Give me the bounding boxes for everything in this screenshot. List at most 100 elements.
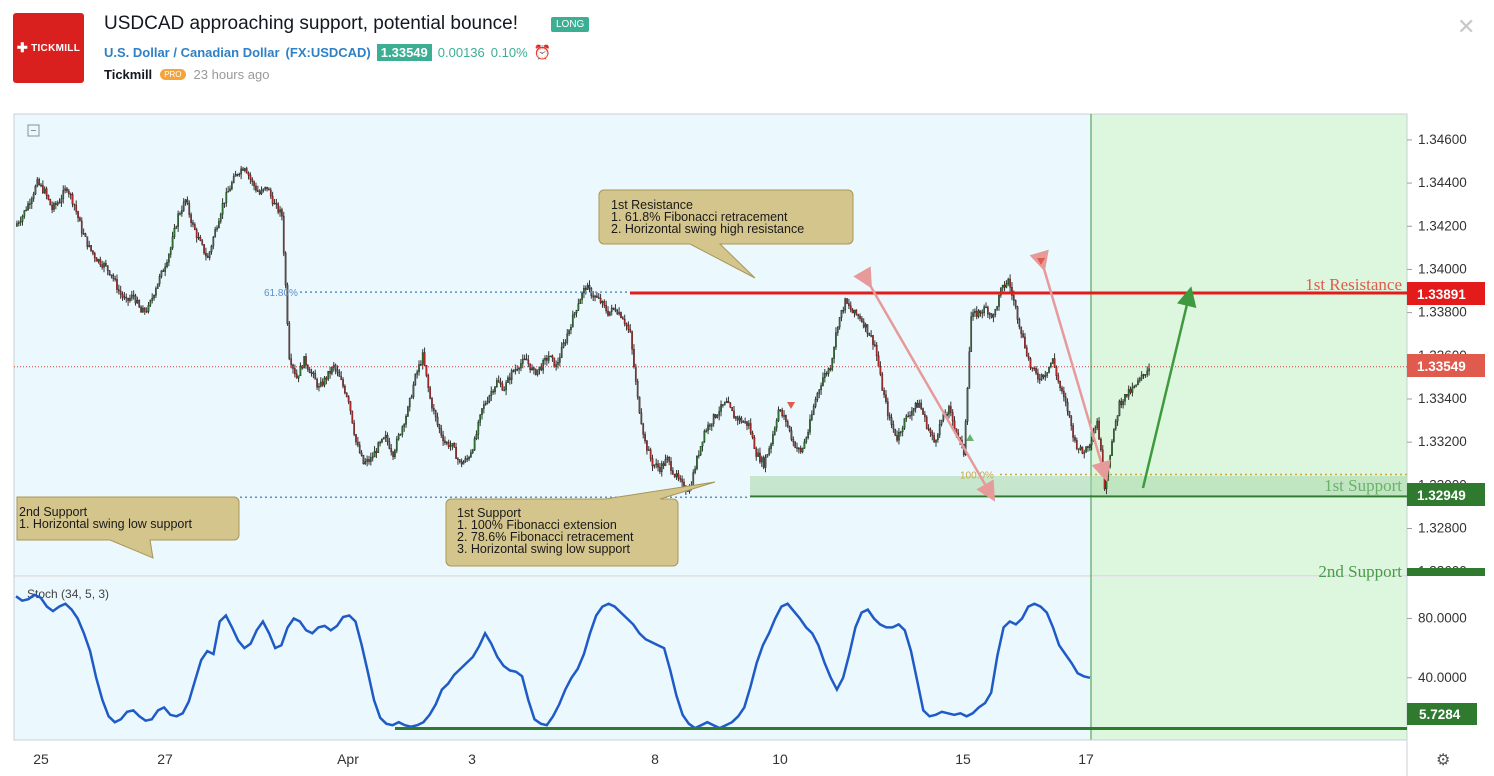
- candle-body: [345, 392, 348, 397]
- candle-body: [197, 237, 200, 239]
- candle-body: [331, 367, 333, 374]
- price-label-resistance: 1.33891: [1407, 282, 1485, 305]
- candle-body: [722, 404, 724, 406]
- candle-body: [218, 221, 220, 229]
- candle-body: [219, 214, 222, 222]
- candle-body: [518, 367, 520, 370]
- candle-body: [718, 411, 721, 416]
- candle-body: [471, 449, 474, 453]
- candle-body: [117, 289, 120, 292]
- candle-body: [1051, 358, 1054, 364]
- candle-body: [794, 441, 797, 448]
- candle-body: [901, 428, 904, 433]
- candle-body: [781, 409, 784, 416]
- candle-body: [840, 310, 843, 318]
- candle-body: [818, 389, 821, 394]
- candle-body: [216, 227, 218, 230]
- candle-body: [525, 358, 528, 361]
- candle-body: [625, 323, 628, 326]
- candle-body: [1140, 374, 1143, 379]
- candle-body: [371, 456, 374, 459]
- candle-body: [894, 428, 897, 436]
- candle-body: [1088, 444, 1091, 448]
- candle-body: [80, 220, 83, 234]
- candle-body: [912, 408, 915, 412]
- candle-body: [266, 186, 268, 190]
- candle-body: [186, 199, 189, 204]
- collapse-pane-icon[interactable]: [27, 124, 40, 137]
- candle-body: [268, 188, 270, 191]
- candle-body: [927, 428, 930, 430]
- candle-body: [1087, 446, 1089, 448]
- candle-body: [729, 402, 732, 408]
- candle-body: [69, 193, 72, 196]
- symbol-code-link[interactable]: (FX:USDCAD): [285, 45, 371, 60]
- candle-body: [1003, 284, 1006, 288]
- candle-body: [1037, 372, 1039, 380]
- candle-body: [86, 236, 89, 247]
- candle-body: [807, 431, 809, 438]
- candle-body: [870, 335, 872, 337]
- author-name[interactable]: Tickmill: [104, 67, 153, 82]
- idea-title: USDCAD approaching support, potential bo…: [104, 13, 519, 34]
- candle-body: [329, 371, 331, 374]
- candle-body: [1038, 378, 1041, 381]
- candle-body: [508, 377, 511, 381]
- candle-body: [790, 430, 793, 440]
- candle-body: [221, 203, 224, 215]
- tickmill-mark-icon: ✚: [16, 40, 29, 55]
- candle-body: [155, 288, 157, 296]
- time-tick-label: 25: [33, 751, 49, 767]
- candle-body: [492, 391, 494, 393]
- candle-body: [833, 346, 835, 359]
- candle-body: [484, 403, 487, 405]
- candle-body: [1042, 374, 1045, 378]
- candle-body: [455, 446, 457, 459]
- candle-body: [1118, 400, 1121, 416]
- candle-body: [651, 458, 654, 467]
- alarm-clock-icon[interactable]: ⏰: [533, 44, 552, 60]
- candle-body: [531, 367, 533, 371]
- callout-sup-line3: 3. Horizontal swing low support: [457, 542, 631, 556]
- candle-body: [347, 396, 350, 402]
- candle-body: [1020, 326, 1023, 334]
- candle-body: [1105, 476, 1108, 490]
- candle-body: [757, 452, 759, 457]
- swing-marker-1: [787, 402, 795, 409]
- close-icon[interactable]: ✕: [1457, 14, 1476, 39]
- settings-gear-icon[interactable]: ⚙: [1436, 752, 1450, 769]
- candle-body: [92, 250, 94, 254]
- candle-body: [1046, 372, 1049, 376]
- candle-body: [1068, 410, 1071, 417]
- candle-body: [746, 421, 748, 426]
- candle-body: [881, 373, 884, 391]
- candle-body: [231, 182, 233, 190]
- candle-body: [210, 245, 213, 253]
- candle-body: [114, 278, 116, 280]
- candle-body: [332, 364, 335, 368]
- pro-badge: PRO: [160, 69, 186, 80]
- symbol-name-link[interactable]: U.S. Dollar / Canadian Dollar: [104, 45, 280, 60]
- candle-body: [1057, 375, 1060, 382]
- candle-body: [310, 372, 313, 374]
- candle-body: [972, 312, 974, 317]
- support-price-label: 1.32949: [1417, 488, 1466, 503]
- candle-body: [560, 347, 563, 358]
- time-tick-label: 8: [651, 751, 659, 767]
- time-tick-label: Apr: [337, 751, 359, 767]
- candle-body: [499, 382, 502, 385]
- candle-body: [896, 435, 898, 441]
- candle-body: [796, 447, 798, 449]
- candle-body: [447, 442, 450, 447]
- candle-body: [692, 472, 695, 486]
- candle-body: [848, 303, 850, 306]
- candle-body: [101, 264, 104, 268]
- candle-body: [36, 179, 39, 187]
- candle-body: [755, 448, 758, 457]
- candle-body: [586, 285, 589, 290]
- candle-body: [703, 431, 706, 443]
- price-tick-label: 1.34000: [1418, 261, 1467, 276]
- candle-body: [779, 409, 782, 411]
- candle-body: [512, 370, 515, 372]
